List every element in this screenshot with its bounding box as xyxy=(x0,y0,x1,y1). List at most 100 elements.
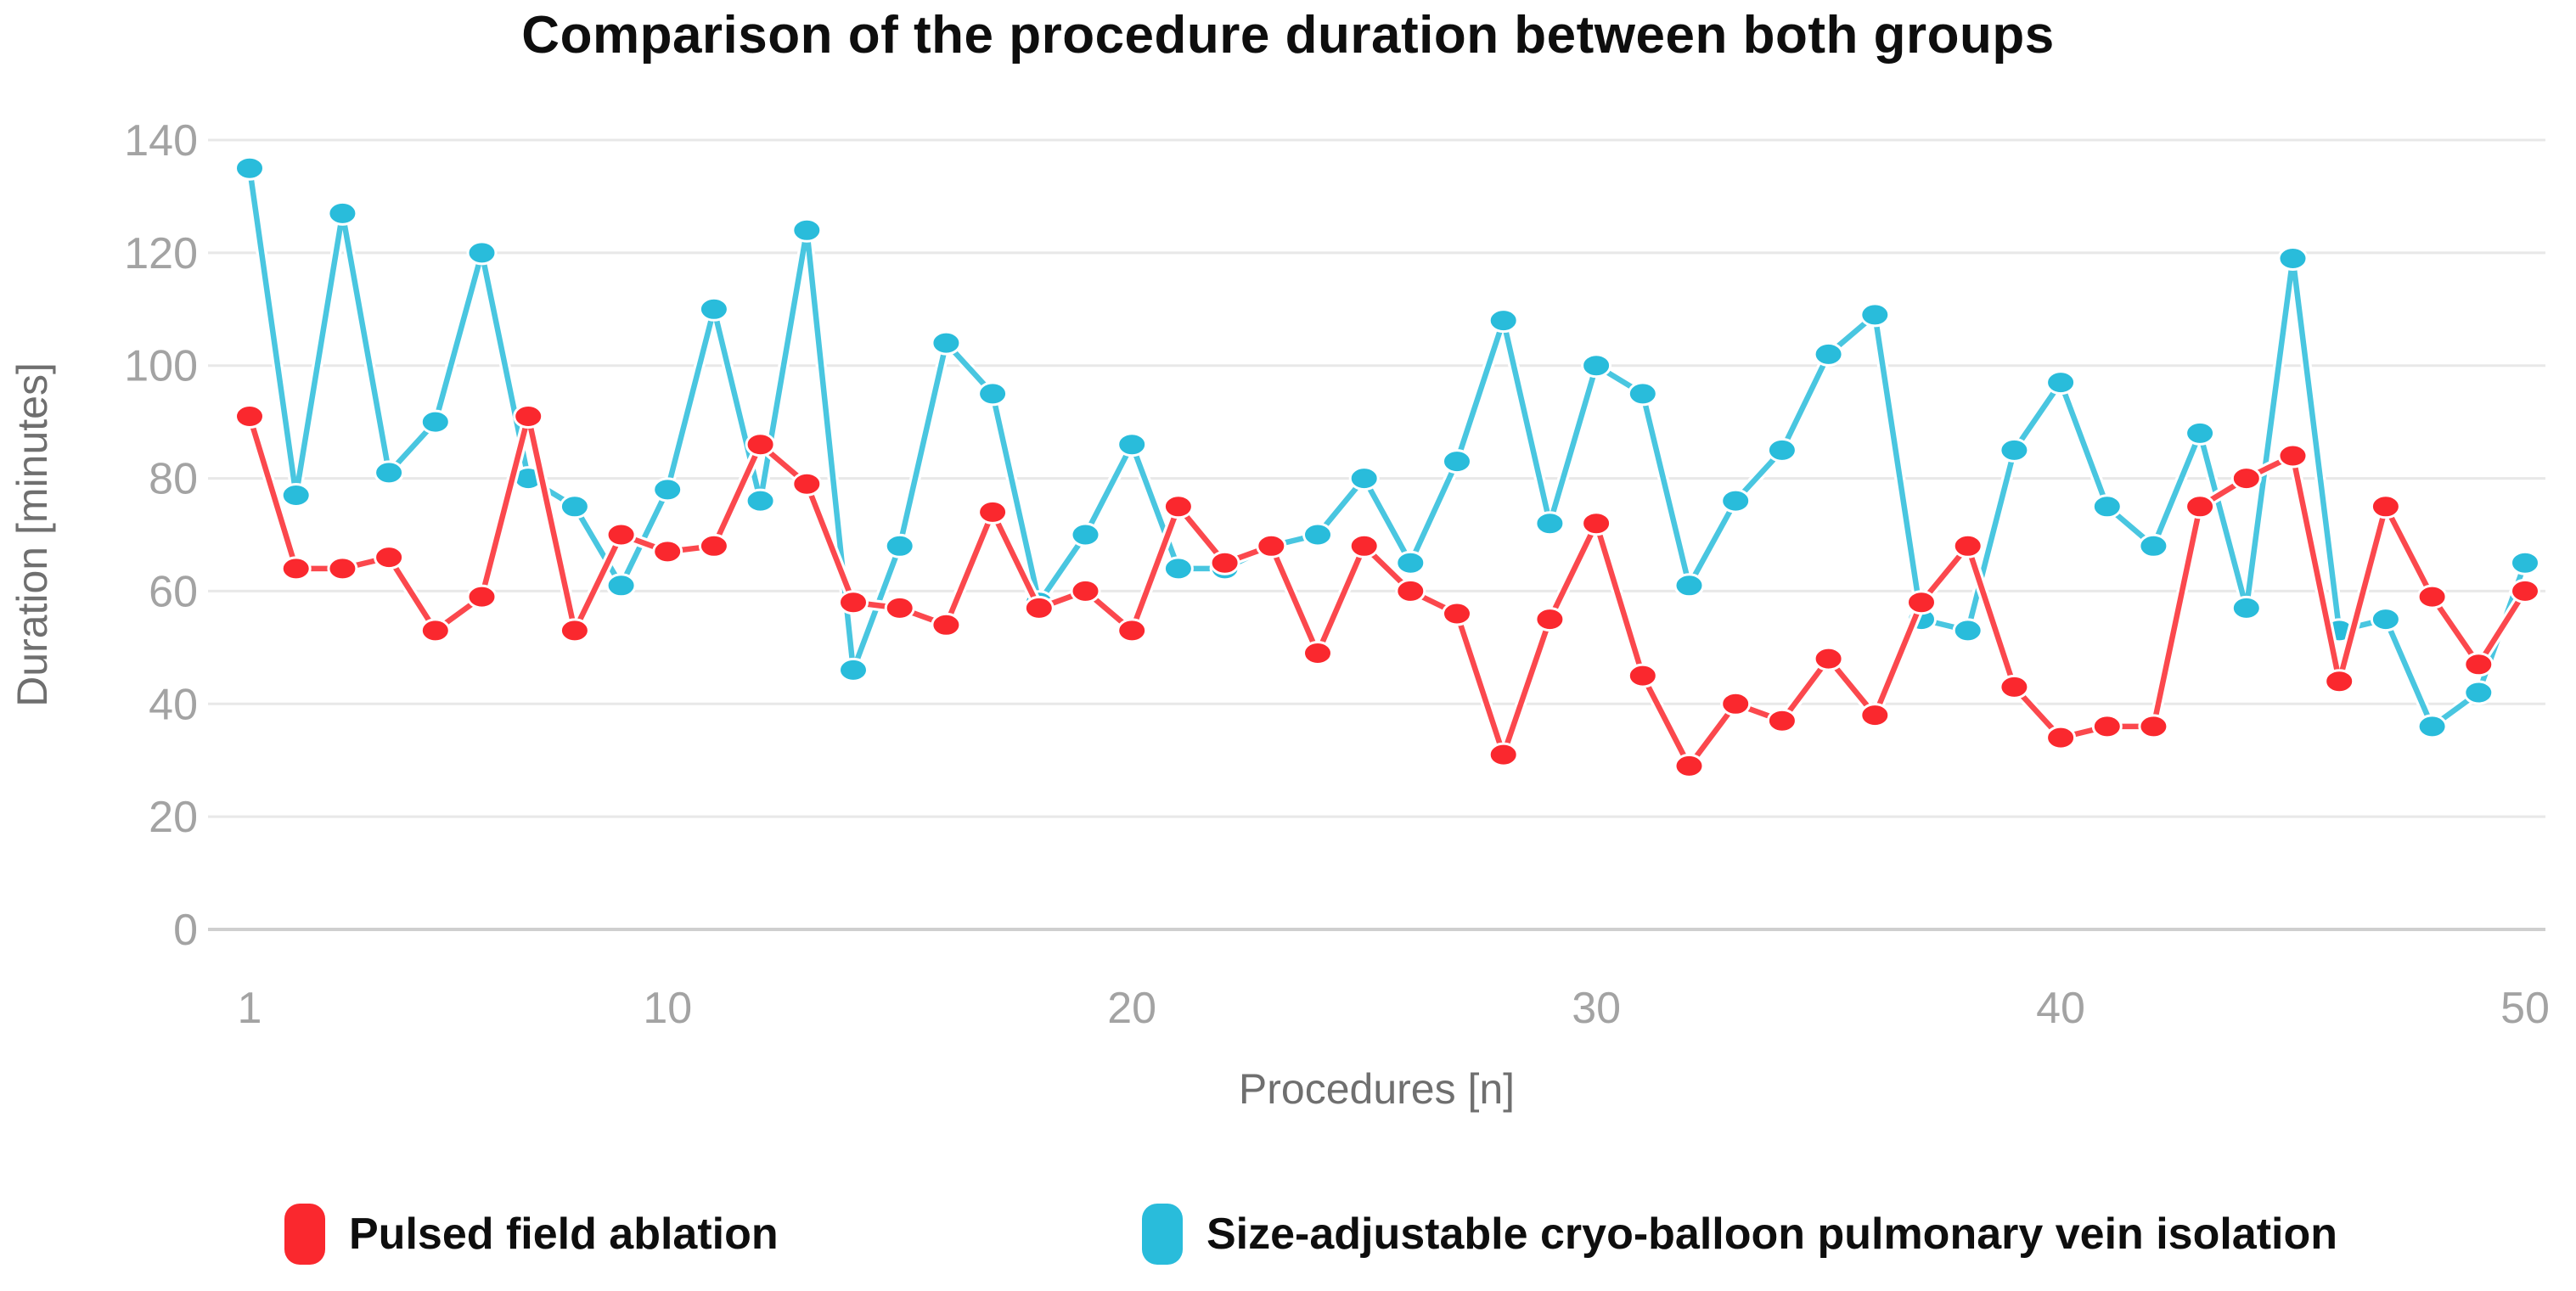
data-point xyxy=(1766,708,1797,733)
data-point xyxy=(327,200,358,226)
data-point xyxy=(1999,674,2030,699)
data-point xyxy=(652,539,683,564)
data-point xyxy=(1488,308,1519,334)
data-point xyxy=(745,488,776,514)
data-point xyxy=(931,330,962,356)
data-point xyxy=(2463,680,2494,705)
data-point xyxy=(977,499,1009,525)
data-point xyxy=(1302,641,1333,665)
y-axis-title: Duration [minutes] xyxy=(8,362,56,707)
data-point xyxy=(2370,494,2401,519)
data-point xyxy=(327,556,358,581)
data-point xyxy=(2416,714,2448,739)
data-point xyxy=(2138,714,2169,739)
data-point xyxy=(2185,420,2216,446)
data-point xyxy=(652,477,683,502)
data-point xyxy=(2091,494,2123,519)
data-point xyxy=(605,573,637,598)
data-point xyxy=(559,494,590,519)
y-tick-label: 40 xyxy=(149,680,198,729)
data-point xyxy=(2045,725,2077,750)
chart-title: Comparison of the procedure duration bet… xyxy=(521,6,2055,65)
x-tick-label: 40 xyxy=(2036,984,2085,1033)
data-point xyxy=(745,432,776,457)
y-tick-label: 60 xyxy=(149,567,198,616)
data-point xyxy=(2230,595,2262,620)
data-point xyxy=(1906,590,1937,615)
y-tick-label: 140 xyxy=(124,116,198,166)
data-point xyxy=(1720,691,1752,716)
data-point xyxy=(2045,370,2077,396)
data-point xyxy=(1581,511,1612,536)
data-point xyxy=(1720,488,1752,514)
data-point xyxy=(1673,753,1705,778)
data-point xyxy=(374,545,405,570)
legend-label-pulsed-field-ablation: Pulsed field ablation xyxy=(349,1210,779,1259)
data-point xyxy=(1999,437,2030,463)
data-point xyxy=(838,657,869,682)
data-point xyxy=(1627,381,1658,407)
data-point xyxy=(466,584,498,609)
data-point xyxy=(2463,652,2494,677)
y-tick-label: 20 xyxy=(149,793,198,842)
data-point xyxy=(2138,533,2169,558)
data-point xyxy=(884,533,915,558)
data-point xyxy=(1395,550,1426,575)
data-point xyxy=(838,590,869,615)
data-point xyxy=(2416,584,2448,609)
data-point xyxy=(419,409,451,435)
data-point xyxy=(1256,533,1287,558)
data-point xyxy=(1023,595,1055,620)
data-point xyxy=(1348,466,1380,491)
data-point xyxy=(1116,432,1148,457)
x-tick-label: 20 xyxy=(1107,984,1156,1033)
data-point xyxy=(559,618,590,643)
data-point xyxy=(2510,578,2540,603)
data-point xyxy=(1442,449,1472,474)
y-tick-label: 0 xyxy=(173,906,198,955)
data-point xyxy=(698,296,729,322)
data-point xyxy=(2370,607,2401,632)
data-point xyxy=(698,533,729,558)
legend-swatch-cyan xyxy=(1142,1204,1183,1265)
legend-item-cryo-balloon: Size-adjustable cryo-balloon pulmonary v… xyxy=(1142,1195,2337,1273)
data-point xyxy=(1952,533,1983,558)
data-point xyxy=(1162,556,1194,581)
data-point xyxy=(1859,302,1891,328)
data-point xyxy=(931,612,962,637)
data-point xyxy=(884,595,915,620)
data-point xyxy=(1116,618,1148,643)
data-point xyxy=(1813,341,1844,367)
data-point xyxy=(2277,246,2309,271)
x-tick-label: 30 xyxy=(1572,984,1621,1033)
data-point xyxy=(977,381,1009,407)
data-point xyxy=(234,404,265,429)
data-point xyxy=(374,460,405,486)
data-point xyxy=(1302,522,1333,547)
data-point xyxy=(2277,443,2309,469)
data-point xyxy=(1766,437,1797,463)
data-point xyxy=(513,404,544,429)
data-point xyxy=(2091,714,2123,739)
data-point xyxy=(605,522,637,547)
data-point xyxy=(2230,466,2262,491)
data-point xyxy=(419,618,451,643)
legend-label-cryo-balloon: Size-adjustable cryo-balloon pulmonary v… xyxy=(1206,1210,2338,1259)
data-point xyxy=(1859,703,1891,728)
data-point xyxy=(280,483,312,508)
legend-item-pulsed-field-ablation: Pulsed field ablation xyxy=(284,1195,779,1273)
data-point xyxy=(791,471,823,497)
data-point xyxy=(1673,573,1705,598)
data-point xyxy=(791,217,823,243)
data-point xyxy=(1488,742,1519,767)
y-tick-label: 120 xyxy=(124,229,198,278)
legend-swatch-red xyxy=(284,1204,325,1265)
data-point xyxy=(2510,550,2540,575)
data-point xyxy=(1162,494,1194,519)
data-point xyxy=(1952,618,1983,643)
data-point xyxy=(1395,578,1426,603)
data-point xyxy=(1070,522,1101,547)
data-point xyxy=(466,240,498,266)
data-point xyxy=(1534,607,1566,632)
data-point xyxy=(280,556,312,581)
